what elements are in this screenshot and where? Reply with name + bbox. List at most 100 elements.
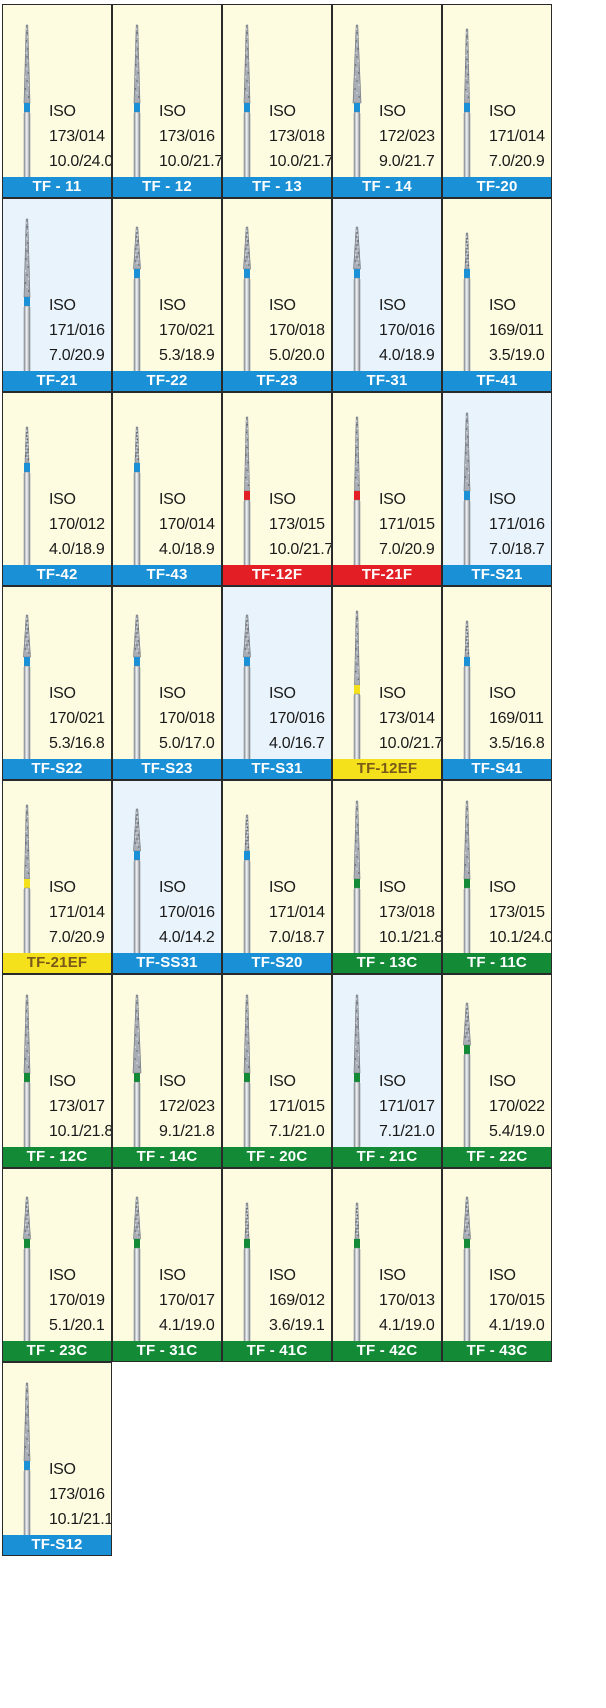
bur-card: ISO 170/016 4.0/18.9 TF-31 [332,198,442,392]
bur-card: ISO 170/021 5.3/16.8 TF-S22 [2,586,112,780]
product-code-label: TF - 22C [443,1147,551,1167]
dimensions: 5.0/17.0 [159,735,215,752]
dimensions: 3.5/16.8 [489,735,545,752]
product-code-label: TF-42 [3,565,111,585]
iso-number: 172/023 [379,128,435,145]
dimensions: 4.1/19.0 [489,1317,545,1334]
color-band [354,1239,360,1248]
bur-card: ISO 171/015 7.0/20.9 TF-21F [332,392,442,586]
dimensions: 4.1/19.0 [159,1317,215,1334]
bur-tool-image [353,226,361,374]
color-band [464,103,470,112]
bur-tool-image [353,1202,361,1344]
iso-number: 171/017 [379,1098,435,1115]
iso-label: ISO [49,685,76,702]
iso-number: 170/016 [379,322,435,339]
dimensions: 3.6/19.1 [269,1317,325,1334]
color-band [134,1239,140,1248]
color-band [244,1073,250,1082]
iso-label: ISO [49,297,76,314]
product-code-label: TF-23 [223,371,331,391]
iso-number: 170/017 [159,1292,215,1309]
iso-label: ISO [489,297,516,314]
bur-spec: ISO 170/014 4.0/18.9 [159,487,215,562]
bur-spec: ISO 171/016 7.0/18.7 [489,487,545,562]
bur-spec: ISO 171/014 7.0/20.9 [49,875,105,950]
bur-spec: ISO 173/014 10.0/24.0 [49,99,111,174]
iso-number: 171/016 [489,516,545,533]
bur-tool-image [243,24,251,180]
bur-card: ISO 169/011 3.5/16.8 TF-S41 [442,586,552,780]
product-code-label: TF - 14C [113,1147,221,1167]
color-band [244,103,250,112]
dimensions: 7.1/21.0 [379,1123,435,1140]
product-code-label: TF-S31 [223,759,331,779]
bur-spec: ISO 173/016 10.1/21.1 [49,1457,111,1532]
iso-number: 171/014 [269,904,325,921]
dimensions: 7.0/20.9 [49,347,105,364]
bur-spec: ISO 170/015 4.1/19.0 [489,1263,545,1338]
bur-spec: ISO 169/011 3.5/19.0 [489,293,545,368]
bur-spec: ISO 170/016 4.0/16.7 [269,681,325,756]
dimensions: 4.0/18.9 [49,541,105,558]
bur-card: ISO 173/016 10.1/21.1 TF-S12 [2,1362,112,1556]
iso-number: 171/014 [489,128,545,145]
iso-label: ISO [269,1267,296,1284]
dimensions: 7.1/21.0 [269,1123,325,1140]
bur-card: ISO 170/018 5.0/17.0 TF-S23 [112,586,222,780]
bur-spec: ISO 173/016 10.0/21.7 [159,99,221,174]
color-band [354,685,360,694]
iso-label: ISO [489,1267,516,1284]
bur-tool-image [133,24,141,180]
dimensions: 4.0/18.9 [159,541,215,558]
product-code-label: TF-S12 [3,1535,111,1555]
product-code-label: TF-S21 [443,565,551,585]
bur-spec: ISO 170/022 5.4/19.0 [489,1069,545,1144]
iso-label: ISO [269,1073,296,1090]
bur-card: ISO 169/012 3.6/19.1 TF - 41C [222,1168,332,1362]
bur-spec: ISO 169/011 3.5/16.8 [489,681,545,756]
dimensions: 3.5/19.0 [489,347,545,364]
iso-number: 173/014 [379,710,435,727]
bur-card: ISO 173/017 10.1/21.8 TF - 12C [2,974,112,1168]
iso-label: ISO [49,491,76,508]
bur-card: ISO 171/015 7.1/21.0 TF - 20C [222,974,332,1168]
bur-tool-image [243,226,251,374]
iso-number: 173/014 [49,128,105,145]
iso-number: 171/014 [49,904,105,921]
dimensions: 4.0/16.7 [269,735,325,752]
color-band [244,851,250,860]
bur-tool-image [463,412,471,568]
product-code-label: TF-21F [333,565,441,585]
iso-label: ISO [269,491,296,508]
dimensions: 9.1/21.8 [159,1123,215,1140]
product-code-label: TF - 42C [333,1341,441,1361]
product-code-label: TF - 11C [443,953,551,973]
dimensions: 10.0/21.7 [269,541,332,558]
product-code-label: TF - 12 [113,177,221,197]
bur-tool-image [133,1196,141,1344]
iso-label: ISO [159,103,186,120]
color-band [24,1073,30,1082]
iso-label: ISO [49,879,76,896]
bur-spec: ISO 171/014 7.0/20.9 [489,99,545,174]
bur-card: ISO 170/021 5.3/18.9 TF-22 [112,198,222,392]
color-band [464,269,470,278]
color-band [24,297,30,306]
dimensions: 7.0/18.7 [269,929,325,946]
bur-tool-image [463,1196,471,1344]
bur-card: ISO 169/011 3.5/19.0 TF-41 [442,198,552,392]
bur-spec: ISO 170/021 5.3/18.9 [159,293,215,368]
color-band [24,463,30,472]
color-band [354,1073,360,1082]
iso-label: ISO [489,103,516,120]
bur-spec: ISO 170/018 5.0/17.0 [159,681,215,756]
product-code-label: TF - 43C [443,1341,551,1361]
product-code-label: TF-31 [333,371,441,391]
bur-card: ISO 173/015 10.0/21.7 TF-12F [222,392,332,586]
iso-number: 171/015 [269,1098,325,1115]
iso-number: 169/011 [489,322,544,339]
dimensions: 4.1/19.0 [379,1317,435,1334]
iso-number: 170/014 [159,516,215,533]
bur-spec: ISO 173/018 10.0/21.7 [269,99,331,174]
